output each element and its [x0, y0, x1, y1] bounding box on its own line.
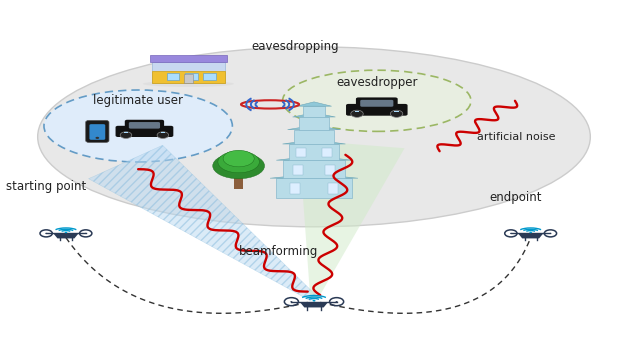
Text: beamforming: beamforming	[239, 246, 318, 258]
FancyBboxPatch shape	[299, 117, 329, 130]
FancyBboxPatch shape	[346, 104, 408, 116]
Bar	[161, 132, 165, 133]
FancyBboxPatch shape	[356, 98, 398, 108]
Text: endpoint: endpoint	[490, 191, 543, 204]
FancyBboxPatch shape	[129, 122, 160, 129]
Polygon shape	[270, 174, 358, 178]
Ellipse shape	[283, 70, 471, 131]
Bar	[124, 132, 128, 133]
Circle shape	[335, 301, 338, 302]
Bar	[293, 165, 303, 175]
Polygon shape	[54, 234, 78, 238]
Polygon shape	[89, 145, 318, 301]
Bar	[150, 55, 227, 62]
Ellipse shape	[38, 47, 590, 227]
Text: eavesdropper: eavesdropper	[336, 76, 418, 89]
Circle shape	[95, 137, 99, 139]
Bar	[234, 172, 243, 189]
Text: starting point: starting point	[6, 180, 87, 193]
Polygon shape	[296, 102, 332, 106]
Circle shape	[351, 110, 363, 117]
Circle shape	[157, 132, 169, 139]
Polygon shape	[299, 140, 404, 299]
Ellipse shape	[218, 151, 259, 173]
Circle shape	[529, 232, 532, 233]
Polygon shape	[283, 140, 345, 144]
Bar	[166, 73, 179, 80]
Bar	[296, 148, 306, 157]
FancyBboxPatch shape	[283, 160, 345, 178]
Bar	[184, 74, 193, 83]
Circle shape	[313, 300, 315, 302]
Circle shape	[120, 132, 132, 139]
FancyBboxPatch shape	[85, 121, 109, 143]
Bar	[185, 73, 197, 80]
Circle shape	[510, 233, 512, 234]
Bar	[152, 62, 225, 83]
Bar	[328, 183, 338, 194]
Polygon shape	[300, 302, 328, 307]
FancyBboxPatch shape	[289, 144, 339, 160]
Bar	[322, 148, 332, 157]
Ellipse shape	[44, 90, 232, 162]
Polygon shape	[293, 113, 335, 117]
Bar	[290, 183, 300, 194]
Text: legitimate user: legitimate user	[93, 94, 183, 107]
Polygon shape	[276, 156, 352, 160]
FancyBboxPatch shape	[125, 120, 164, 130]
FancyBboxPatch shape	[303, 106, 325, 117]
Circle shape	[391, 110, 403, 117]
Circle shape	[45, 233, 47, 234]
Ellipse shape	[213, 153, 264, 179]
Bar	[355, 111, 359, 112]
Text: eavesdropping: eavesdropping	[251, 40, 339, 53]
Polygon shape	[288, 125, 340, 130]
Bar	[203, 73, 215, 80]
FancyBboxPatch shape	[360, 100, 393, 107]
Circle shape	[85, 233, 87, 234]
Polygon shape	[519, 234, 543, 238]
FancyBboxPatch shape	[276, 178, 352, 198]
Circle shape	[290, 301, 293, 302]
FancyBboxPatch shape	[116, 126, 173, 137]
Bar	[325, 165, 335, 175]
FancyBboxPatch shape	[89, 124, 106, 140]
Circle shape	[65, 232, 67, 233]
Text: artificial noise: artificial noise	[477, 132, 556, 142]
Bar	[152, 71, 225, 83]
Ellipse shape	[223, 150, 254, 167]
Circle shape	[550, 233, 551, 234]
Ellipse shape	[143, 81, 234, 87]
FancyBboxPatch shape	[294, 130, 334, 144]
Bar	[394, 111, 399, 112]
